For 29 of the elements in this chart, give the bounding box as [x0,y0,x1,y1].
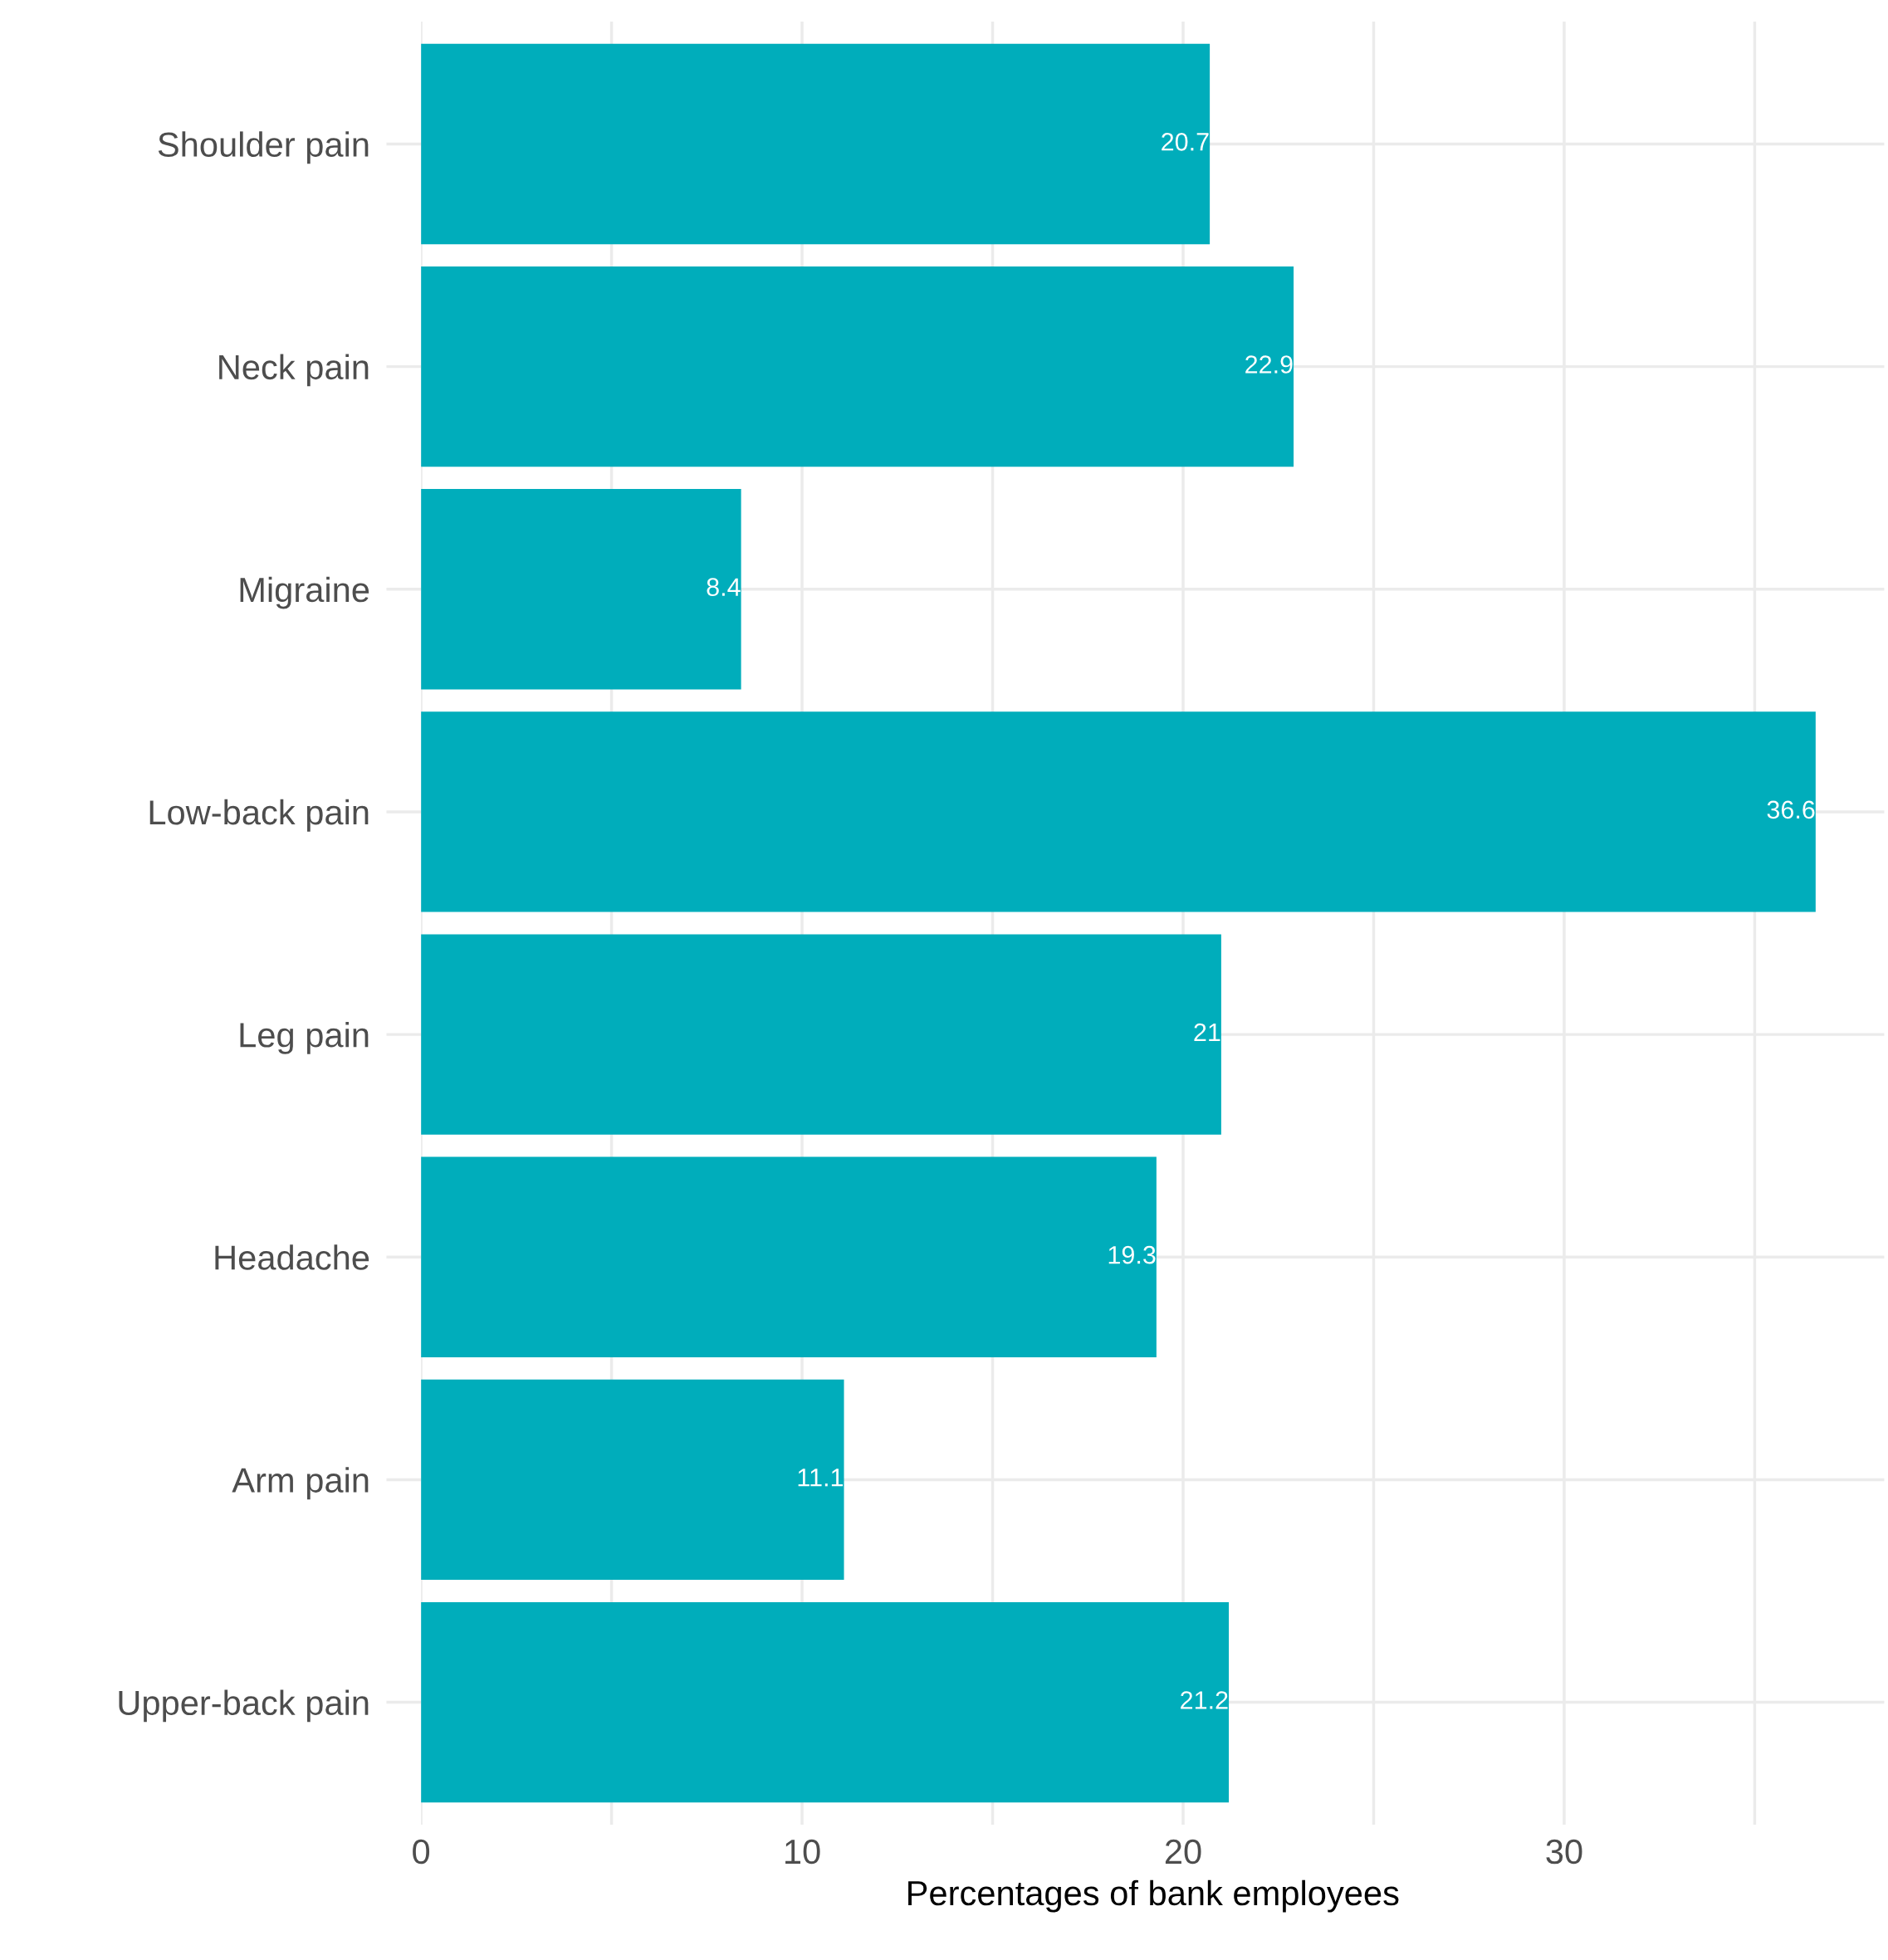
bar [421,1601,1230,1803]
bar [421,266,1294,467]
y-tick-label: Arm pain [232,1467,369,1500]
y-tick-label: Headache [215,1244,369,1270]
data-label: 21.2 [1181,1691,1228,1709]
x-tick-label: 0 [413,1839,430,1865]
data-label: 20.7 [1162,133,1209,151]
bar [421,1379,844,1581]
y-tick-label: Migraine [240,576,369,609]
data-label: 22.9 [1245,355,1293,374]
x-axis-title: Percentages of bank employees [908,1879,1399,1913]
x-tick-label: 30 [1546,1839,1582,1865]
bar [421,934,1221,1135]
y-tick-label: Upper-back pain [119,1689,369,1723]
y-tick-label: Leg pain [240,1022,369,1054]
bar [421,489,741,690]
x-tick-label: 20 [1165,1839,1201,1865]
data-label: 19.3 [1108,1245,1156,1264]
bar [421,711,1816,912]
y-tick-label: Low-back pain [149,799,369,832]
data-label: 36.6 [1767,800,1815,819]
data-label: 11.1 [798,1469,844,1487]
y-tick-label: Neck pain [219,354,369,387]
data-label: 21 [1194,1023,1220,1042]
data-label: 8.4 [707,578,741,596]
bar [421,1156,1157,1357]
y-tick-label: Shoulder pain [158,131,369,164]
bar [421,43,1211,245]
x-tick-label: 10 [785,1839,820,1865]
